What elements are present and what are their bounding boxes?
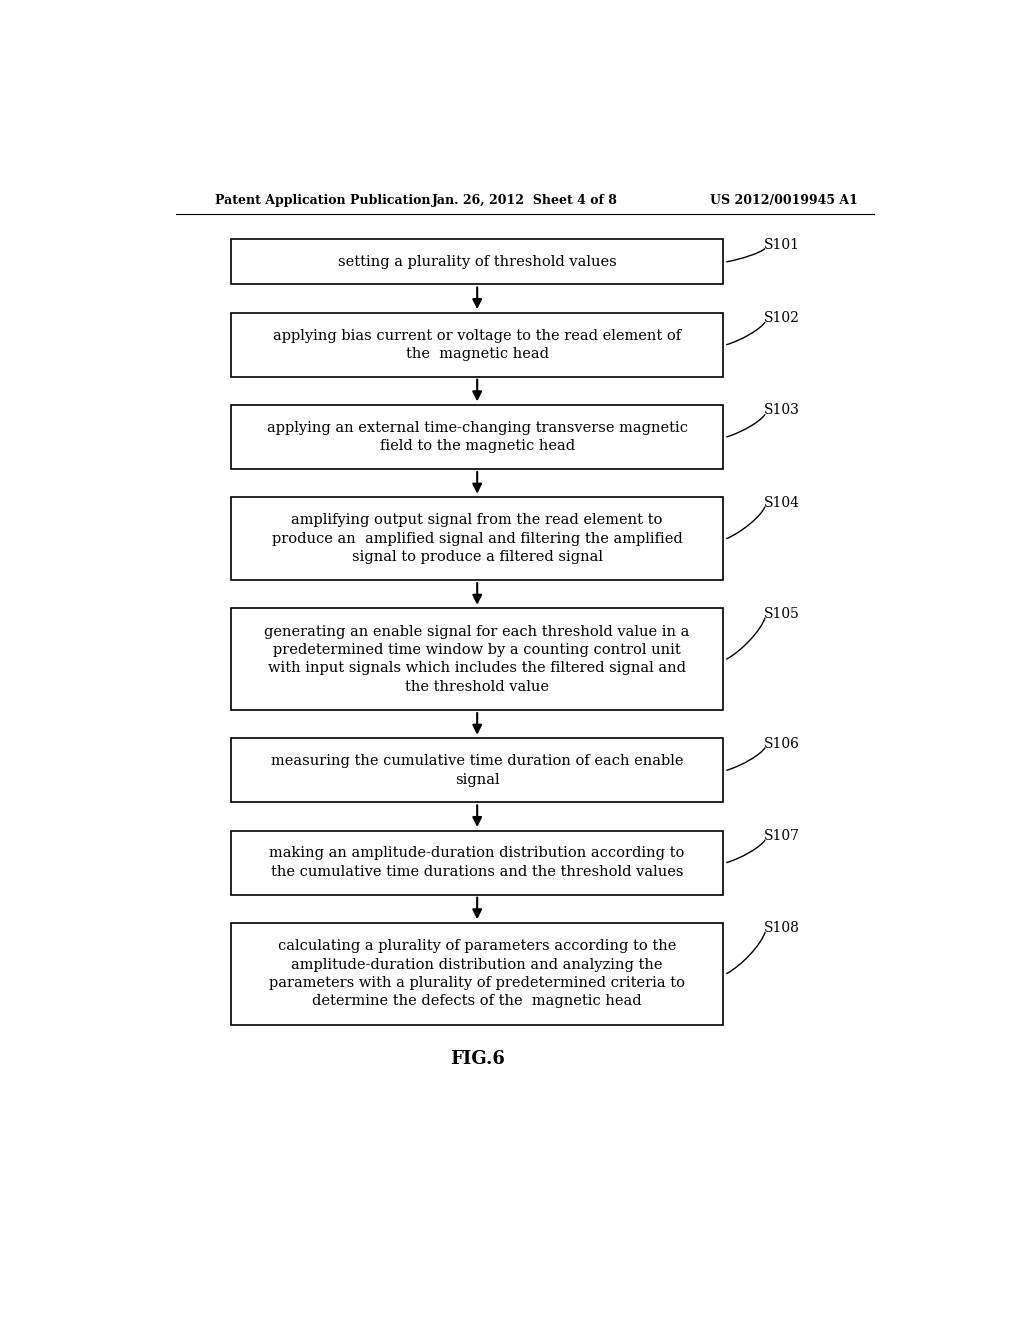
Text: FIG.6: FIG.6 (450, 1051, 505, 1068)
Text: S107: S107 (764, 829, 800, 843)
Bar (231, 405, 723, 469)
Bar (231, 239, 723, 284)
Text: measuring the cumulative time duration of each enable
signal: measuring the cumulative time duration o… (271, 754, 683, 787)
Text: US 2012/0019945 A1: US 2012/0019945 A1 (711, 194, 858, 207)
Text: S105: S105 (764, 607, 800, 620)
Text: generating an enable signal for each threshold value in a
predetermined time win: generating an enable signal for each thr… (264, 624, 690, 694)
Text: S108: S108 (764, 921, 800, 936)
Text: amplifying output signal from the read element to
produce an  amplified signal a: amplifying output signal from the read e… (271, 513, 683, 564)
Bar (231, 609, 723, 710)
Text: setting a plurality of threshold values: setting a plurality of threshold values (338, 255, 616, 269)
Text: applying bias current or voltage to the read element of
the  magnetic head: applying bias current or voltage to the … (273, 329, 681, 360)
Bar (231, 313, 723, 376)
Bar (231, 830, 723, 895)
Bar (231, 923, 723, 1024)
Bar (231, 738, 723, 803)
Text: S104: S104 (764, 496, 800, 510)
Text: applying an external time-changing transverse magnetic
field to the magnetic hea: applying an external time-changing trans… (266, 421, 688, 453)
Text: S101: S101 (764, 238, 800, 252)
Text: S106: S106 (764, 737, 800, 751)
Text: making an amplitude-duration distribution according to
the cumulative time durat: making an amplitude-duration distributio… (269, 846, 685, 879)
Text: calculating a plurality of parameters according to the
amplitude-duration distri: calculating a plurality of parameters ac… (269, 940, 685, 1008)
Text: Jan. 26, 2012  Sheet 4 of 8: Jan. 26, 2012 Sheet 4 of 8 (432, 194, 617, 207)
Text: Patent Application Publication: Patent Application Publication (215, 194, 431, 207)
Bar (231, 498, 723, 581)
Text: S103: S103 (764, 404, 800, 417)
Text: S102: S102 (764, 312, 800, 325)
